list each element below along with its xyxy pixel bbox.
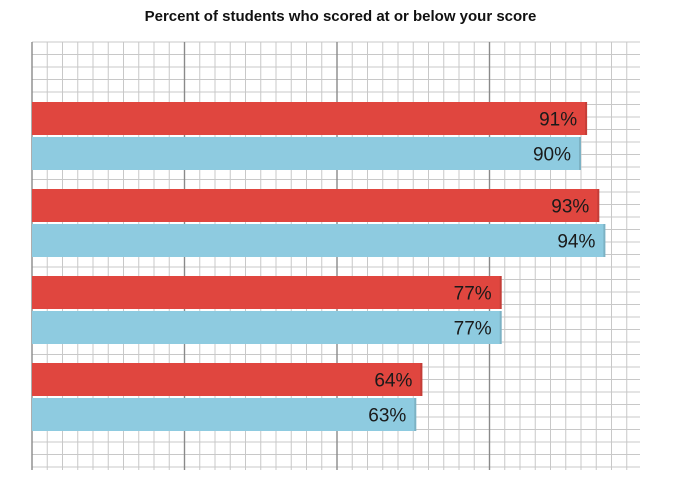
bar-edge [603, 224, 606, 257]
bar-edge [420, 363, 423, 396]
bar-value-label: 77% [454, 284, 492, 305]
bar [32, 276, 502, 309]
bar [32, 398, 417, 431]
bar-edge [499, 311, 502, 344]
bar [32, 363, 423, 396]
bar-edge [499, 276, 502, 309]
bar-edge [579, 137, 581, 170]
bar-edge [597, 189, 600, 222]
bar-value-label: 77% [454, 319, 492, 340]
bar-value-label: 94% [557, 232, 595, 253]
chart-title: Percent of students who scored at or bel… [144, 8, 537, 25]
bar-value-label: 90% [533, 145, 571, 166]
bars [32, 102, 606, 431]
bar-value-label: 91% [539, 110, 577, 131]
bar [32, 189, 600, 222]
bar-value-label: 64% [374, 371, 412, 392]
bar-edge [414, 398, 417, 431]
bar-edge [585, 102, 588, 135]
bar [32, 102, 588, 135]
bar-value-label: 63% [368, 406, 406, 427]
bar [32, 137, 581, 170]
data-labels: 91% 93% 77% 64% 90% 94% 77% 63% [368, 110, 595, 427]
bar [32, 311, 502, 344]
bar [32, 224, 606, 257]
bar-value-label: 93% [551, 197, 589, 218]
